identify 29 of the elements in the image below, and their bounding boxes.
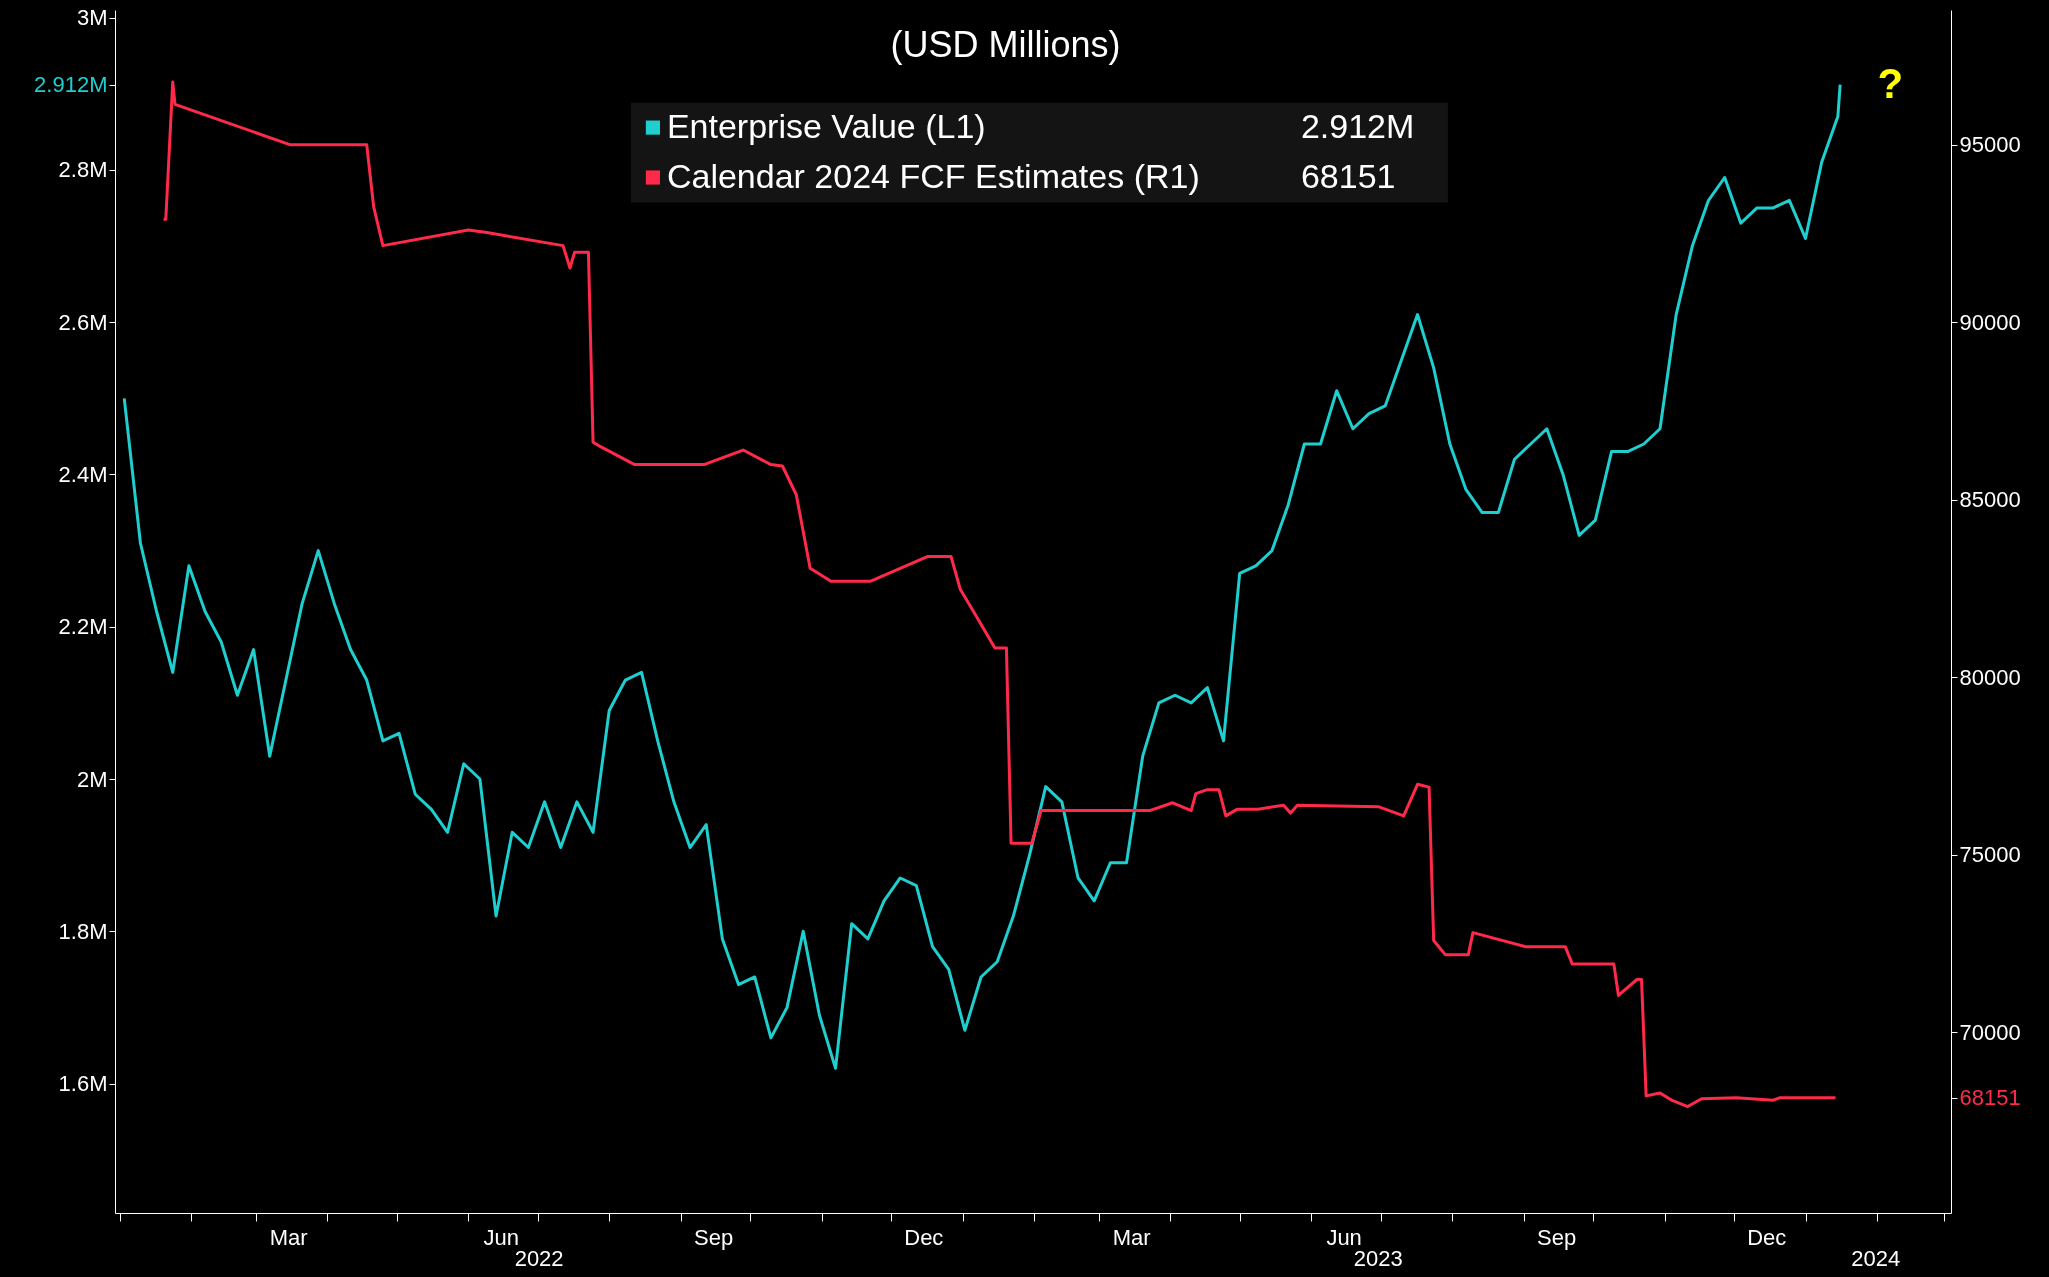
y2-tick-label: 80000	[1959, 664, 2021, 690]
y-tick-label: 2.912M	[34, 72, 108, 98]
y-tick-label: 2M	[76, 766, 108, 792]
text: 2024	[1851, 1246, 1901, 1271]
legend-label: Calendar 2024 FCF Estimates (R1)	[666, 156, 1200, 195]
annotation: 68151	[1300, 156, 1396, 195]
y-tick-label: 1.6M	[58, 1071, 108, 1097]
y-tick-label: 2.8M	[58, 157, 108, 183]
x-tick-label: Dec	[904, 1224, 944, 1250]
legend-label: Enterprise Value (L1)	[666, 106, 986, 145]
y2-tick-label: 68151	[1959, 1085, 2021, 1111]
y2-tick-label: 70000	[1959, 1019, 2021, 1045]
x-tick-label: Sep	[1537, 1224, 1577, 1250]
x-tick-label: Mar	[269, 1224, 308, 1250]
y2-tick-label: 75000	[1959, 842, 2021, 868]
y-tick-label: 2.6M	[58, 309, 108, 335]
y-tick-label: 2.4M	[58, 461, 108, 487]
annotation: ?	[1877, 59, 1904, 107]
y-tick-label: 2.2M	[58, 614, 108, 640]
y2-tick-label: 85000	[1959, 487, 2021, 513]
chart-title: (USD Millions)	[890, 24, 1121, 65]
y-tick-label: 1.8M	[58, 918, 108, 944]
y2-tick-label: 95000	[1959, 132, 2021, 158]
x-tick-label: Mar	[1112, 1224, 1151, 1250]
x-tick-label: Sep	[694, 1224, 734, 1250]
annotation: 2.912M	[1300, 106, 1415, 145]
y2-tick-label: 90000	[1959, 309, 2021, 335]
x-tick-label: Dec	[1747, 1224, 1787, 1250]
y-tick-label: 3M	[76, 5, 108, 31]
